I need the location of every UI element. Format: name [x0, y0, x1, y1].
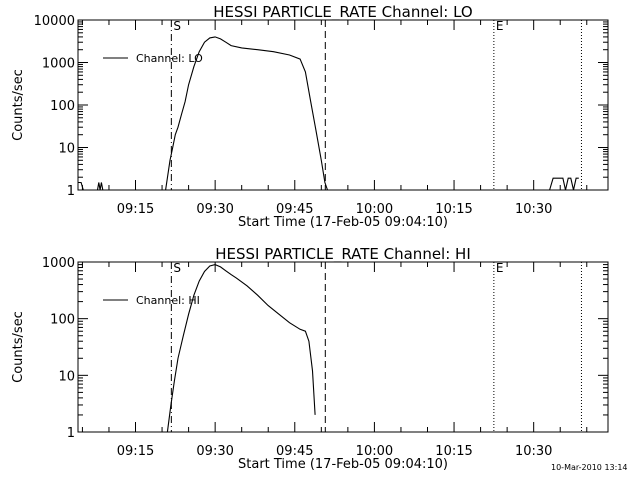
series-line: [96, 182, 104, 191]
x-axis-label: Start Time (17-Feb-05 09:04:10): [238, 215, 448, 230]
legend-label: Channel: LO: [136, 52, 203, 65]
plot-frame: [77, 261, 609, 433]
series-line: [165, 36, 329, 191]
x-tick-label: 09:30: [196, 202, 233, 217]
y-tick-label: 1: [67, 184, 75, 199]
series-line: [78, 181, 84, 191]
y-tick-label: 1000: [42, 57, 75, 72]
x-tick-label: 09:45: [276, 444, 313, 459]
y-tick-label: 1000: [42, 256, 75, 271]
panel-2: HESSI PARTICLE_RATE Channel: HI Counts/se…: [11, 245, 609, 472]
x-tick-label: 10:30: [515, 202, 552, 217]
y-axis-label: Counts/sec: [11, 69, 26, 141]
y-tick-label: 10: [58, 142, 75, 157]
y-tick-label: 10000: [34, 14, 75, 29]
plot-frame: [77, 19, 609, 191]
x-tick-label: 09:15: [117, 202, 154, 217]
event-marker-label: S: [173, 261, 181, 275]
x-tick-label: 09:45: [276, 202, 313, 217]
event-marker-label: E: [496, 19, 504, 33]
event-marker-label: E: [496, 261, 504, 275]
x-tick-label: 10:15: [435, 444, 472, 459]
chart-title: HESSI PARTICLE_RATE Channel: HI: [215, 245, 471, 264]
y-tick-label: 100: [50, 313, 75, 328]
x-tick-label: 09:30: [196, 444, 233, 459]
y-tick-label: 10: [58, 369, 75, 384]
series-line: [549, 177, 579, 191]
y-axis-label: Counts/sec: [11, 311, 26, 383]
series-line: [166, 264, 316, 433]
y-tick-label: 100: [50, 99, 75, 114]
x-tick-label: 09:15: [117, 444, 154, 459]
x-tick-label: 10:00: [356, 202, 393, 217]
panel-1: HESSI PARTICLE_RATE Channel: LO Counts/se…: [11, 3, 609, 230]
x-tick-label: 10:00: [356, 444, 393, 459]
timestamp: 10-Mar-2010 13:14: [551, 463, 628, 472]
x-tick-label: 10:30: [515, 444, 552, 459]
x-axis-label: Start Time (17-Feb-05 09:04:10): [238, 457, 448, 472]
legend-label: Channel: HI: [136, 294, 200, 307]
event-marker-label: S: [173, 19, 181, 33]
x-tick-label: 10:15: [435, 202, 472, 217]
chart-title: HESSI PARTICLE_RATE Channel: LO: [213, 3, 472, 22]
y-tick-label: 1: [67, 426, 75, 441]
